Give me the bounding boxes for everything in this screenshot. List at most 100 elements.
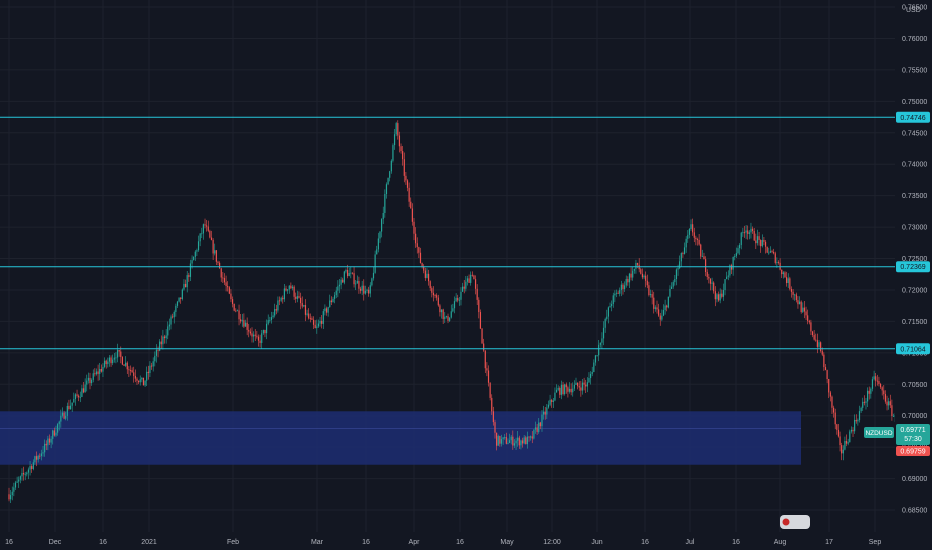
candle-body [656,307,658,310]
candle-body [73,399,75,403]
level-tag-label: 0.71064 [900,346,925,353]
candle-body [797,300,799,305]
candle-body [283,288,285,300]
candle-body [389,171,391,178]
candle-body [366,289,368,291]
candle-body [583,382,585,385]
candle-body [215,250,217,262]
candle-body [298,296,300,298]
candle-body [612,295,614,305]
candle-body [462,286,464,292]
candle-body [717,294,720,301]
candle-body [126,362,128,370]
y-tick-label: 0.68500 [902,508,927,515]
candle-body [544,411,546,415]
candle-body [251,333,253,337]
candle-body [750,228,752,233]
candle-body [202,224,204,234]
candle-body [47,438,49,446]
candle-body [852,429,854,432]
candle-body [870,388,872,394]
candle-body [440,309,443,313]
candle-body [293,286,295,297]
candlestick-series [8,120,932,503]
candle-body [525,437,527,445]
candle-body [18,479,20,482]
candle-body [478,299,480,313]
candle-body [40,453,42,457]
candle-body [769,251,771,253]
candle-body [256,335,258,337]
candle-body [157,349,159,351]
candle-body [31,466,33,469]
y-tick-label: 0.76500 [902,5,927,12]
candle-body [163,336,166,339]
x-tick-label: 12:00 [543,539,561,546]
candle-body [296,296,298,299]
candle-body [824,367,827,371]
candle-body [342,279,344,283]
candle-body [468,278,470,283]
candle-body [53,430,55,436]
candle-body [21,473,23,477]
candle-body [449,317,451,321]
candle-body [758,236,760,241]
candle-body [815,339,817,341]
candle-body [839,436,841,446]
candle-body [176,301,179,306]
candle-body [732,257,734,270]
candle-body [442,309,444,319]
candle-body [413,221,415,234]
candle-body [615,292,618,294]
candle-body [390,160,392,172]
candle-body [554,392,556,401]
candle-body [44,443,46,453]
candle-body [811,331,814,336]
candle-body [382,212,384,220]
candle-body [675,269,678,279]
candle-body [510,436,512,441]
tradingview-logo[interactable] [780,515,810,529]
candle-body [662,309,665,316]
x-tick-label: Aug [774,539,787,546]
candle-body [792,291,794,295]
candle-body [94,373,96,375]
candle-body [659,315,661,320]
candle-body [269,320,271,321]
candle-body [573,384,575,389]
candle-body [581,382,584,391]
candle-body [392,145,394,161]
candle-body [682,253,684,254]
candle-body [714,291,716,300]
horizontal-levels[interactable] [0,116,895,350]
symbol-tag [864,427,894,438]
candle-body [173,311,175,318]
candle-body [34,456,36,463]
candle-body [257,336,260,341]
candle-body [855,419,857,422]
candle-body [246,322,248,330]
candle-body [570,388,572,393]
candle-body [562,384,564,395]
candle-body [664,305,666,310]
candle-body [667,296,669,308]
time-axis[interactable]: 16 Dec 16 2021 Feb Mar 16 Apr 16 May 12:00 Jun 16 Jul… [0,532,932,550]
candle-body [594,355,597,363]
candle-body [632,270,634,278]
candle-body [491,397,493,412]
candle-body [244,322,247,327]
candle-body [823,354,825,368]
candle-body [288,285,290,290]
candle-body [371,278,373,286]
candle-body [423,266,425,271]
y-tick-label: 0.75000 [902,99,927,106]
x-tick-label: 16 [5,539,13,546]
candle-body [690,224,692,230]
candle-body [207,226,209,231]
candle-body [782,272,784,275]
candle-body [706,271,708,277]
candle-body [123,364,125,366]
candle-body [270,317,273,321]
candle-body [515,440,517,444]
